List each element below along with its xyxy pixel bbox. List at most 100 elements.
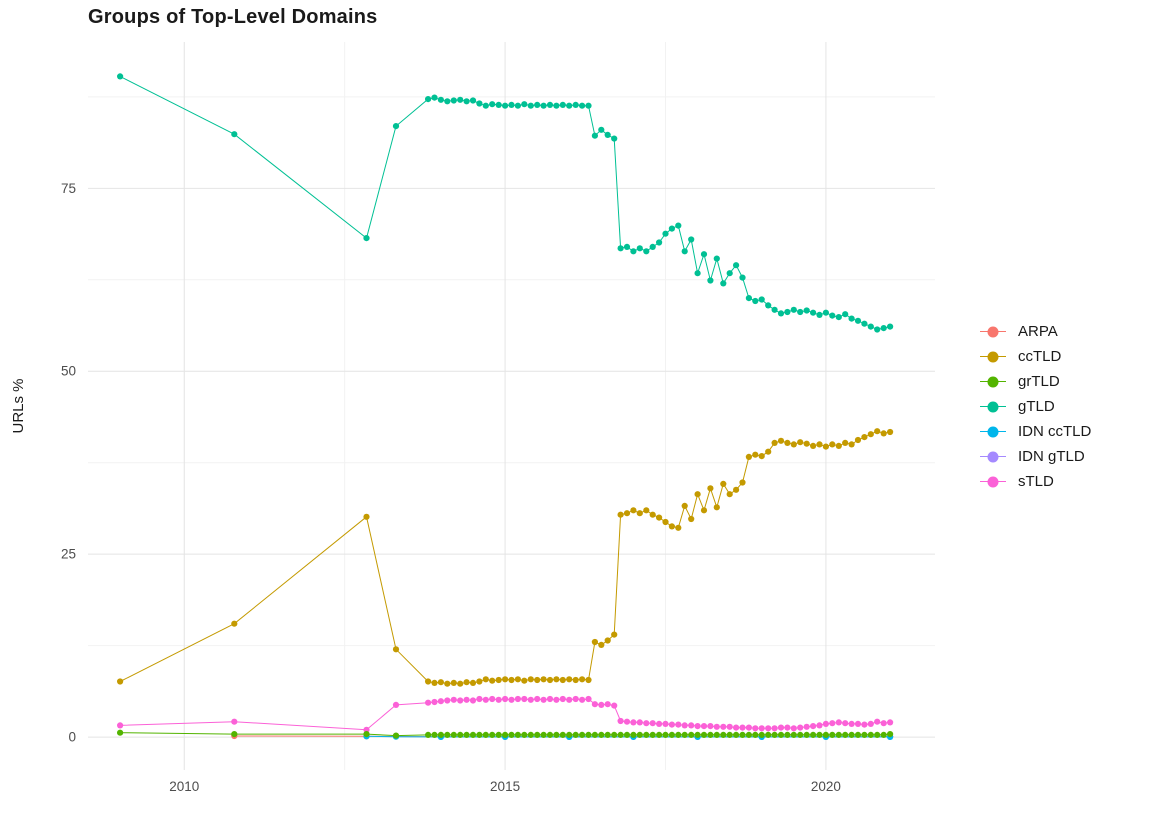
chart-title: Groups of Top-Level Domains [88,6,378,28]
data-point [765,731,772,739]
data-point [726,491,733,498]
data-point [874,718,881,725]
data-point [707,277,714,284]
data-point [784,731,791,739]
data-point [553,696,560,703]
data-point [585,102,592,109]
data-point [502,676,509,683]
data-point [579,731,586,739]
data-point [854,731,862,739]
legend-item-idn-gtld: IDN gTLD [980,444,1091,469]
data-point [880,430,887,437]
data-point [617,731,624,739]
data-point [777,437,785,444]
data-point [662,720,669,728]
data-point [668,225,676,232]
data-point [777,731,785,739]
data-point [733,731,740,739]
legend-dot [987,476,999,487]
data-point [643,731,650,739]
data-point [566,676,573,683]
data-point [867,431,874,438]
data-point [803,723,810,730]
data-point [739,724,746,731]
data-point [803,440,810,447]
data-point [713,504,720,511]
data-point [675,731,682,739]
data-point [444,98,451,105]
data-point [585,676,592,684]
data-point [649,511,656,518]
data-point [476,100,483,107]
legend-item-gtld: gTLD [980,394,1091,419]
data-point [726,731,733,739]
legend-key-icon [980,475,1006,489]
data-point [694,270,701,277]
data-point [604,731,611,739]
data-point [700,723,708,730]
legend-key-icon [980,375,1006,389]
data-point [231,731,238,738]
data-point [534,731,541,739]
y-tick-label: 75 [61,181,76,196]
data-point [874,326,881,333]
data-point [803,307,810,314]
data-point [527,102,534,109]
data-point [784,724,791,731]
legend-label: gTLD [1018,398,1055,415]
data-point [867,731,874,739]
data-point [784,439,791,446]
data-point [502,102,509,109]
data-point [231,131,238,138]
data-point [867,323,874,330]
data-point [720,480,727,487]
data-point [591,701,599,708]
data-point [540,731,547,739]
data-point [842,439,849,446]
data-point [598,701,605,709]
data-point [835,731,842,739]
data-point [861,434,868,441]
data-point [790,731,797,739]
data-point [611,135,618,142]
data-point [790,725,797,732]
data-point [392,701,400,709]
data-point [437,698,444,705]
data-point [777,724,785,731]
data-point [457,731,464,739]
data-point [630,719,637,726]
data-point [752,725,759,732]
data-point [469,697,477,704]
data-point [546,695,554,703]
data-point [816,722,823,729]
data-point [643,248,650,255]
data-point [829,720,836,727]
data-point [694,723,701,730]
data-point [591,638,599,646]
data-point [527,731,534,739]
data-point [688,731,695,739]
y-tick-label: 50 [61,364,76,379]
data-point [636,719,643,726]
data-point [771,306,778,313]
data-point [598,126,605,133]
data-point [425,731,432,739]
data-point [392,732,400,739]
data-point [810,723,817,730]
data-point [623,243,631,250]
data-point [623,510,631,517]
data-point [546,101,554,108]
data-point [117,73,124,80]
data-point [675,721,682,728]
data-point [585,695,592,703]
legend-item-idn-cctld: IDN ccTLD [980,419,1091,444]
data-point [803,731,810,739]
data-point [463,731,470,739]
data-point [476,695,483,703]
data-point [688,236,695,243]
data-point [553,102,560,109]
legend-item-arpa: ARPA [980,319,1091,344]
data-point [579,676,586,683]
y-tick-label: 0 [68,730,76,745]
data-point [450,696,457,703]
